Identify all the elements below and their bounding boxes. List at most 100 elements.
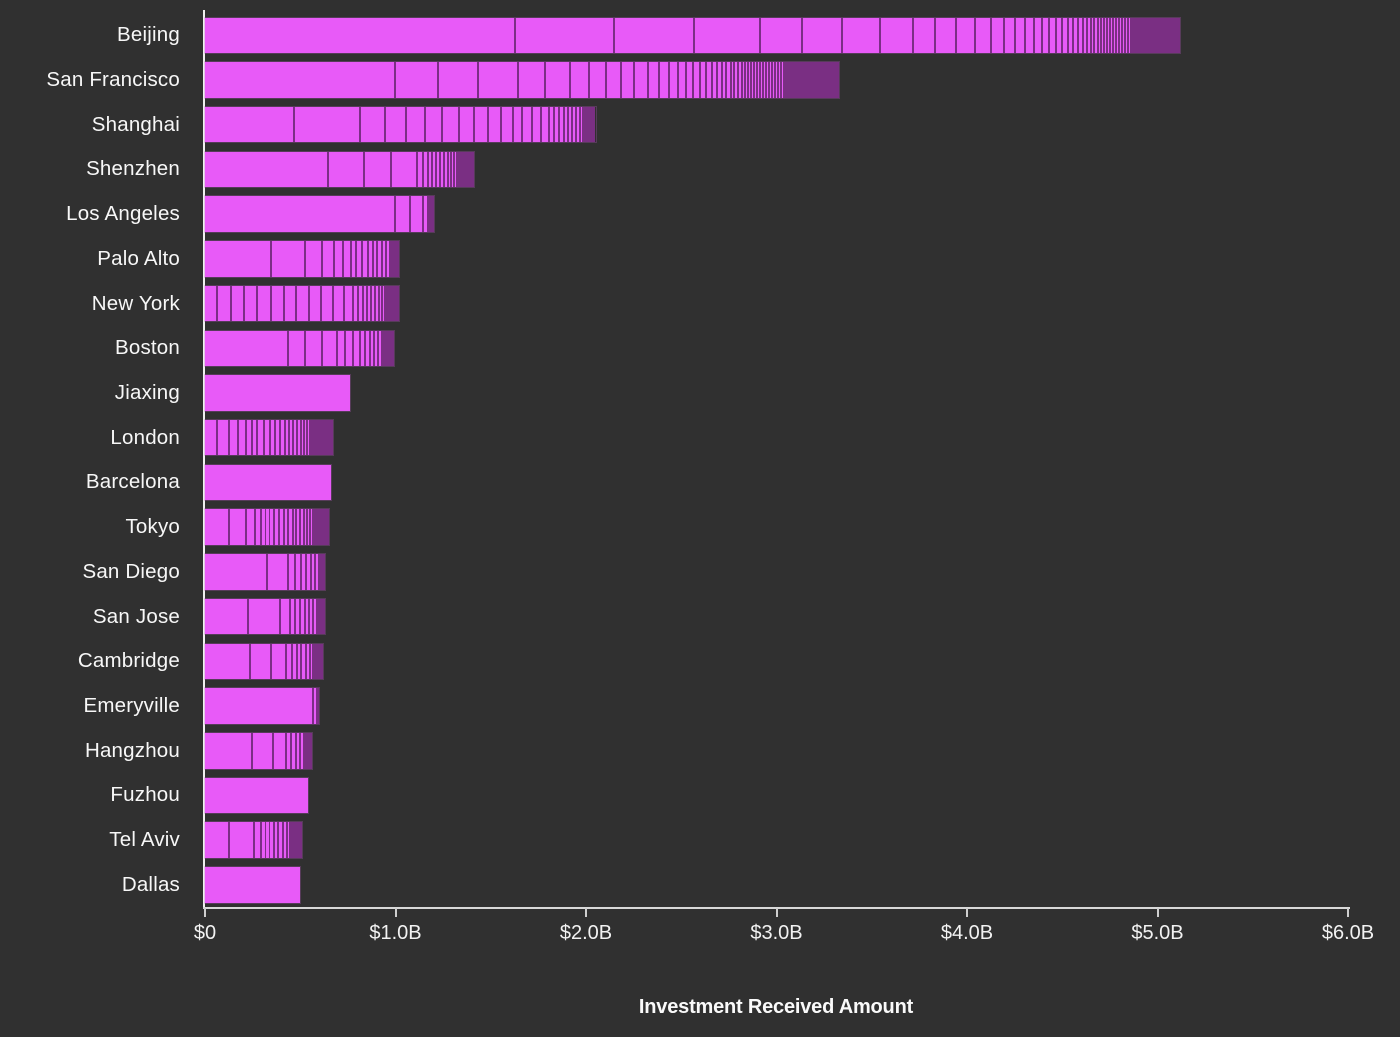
bar-segment[interactable] [205, 598, 249, 635]
bar-jiaxing[interactable] [205, 375, 350, 411]
bar-segment[interactable] [205, 419, 219, 456]
bar-segment[interactable] [991, 17, 1006, 53]
bar-segment[interactable] [635, 62, 649, 98]
bar-segment[interactable] [344, 285, 355, 322]
bar-dense-tail[interactable] [1005, 17, 1181, 53]
bar-segment[interactable] [614, 17, 695, 53]
bar-segment[interactable] [290, 598, 297, 635]
bar-segment[interactable] [410, 196, 425, 232]
bar-dense-tail[interactable] [269, 822, 303, 858]
bar-segment[interactable] [328, 151, 365, 188]
bar-segment[interactable] [239, 419, 247, 456]
bar-segment[interactable] [353, 330, 362, 367]
bar-los-angeles[interactable] [205, 196, 434, 232]
bar-segment[interactable] [344, 241, 352, 277]
bar-segment[interactable] [296, 554, 303, 590]
bar-segment[interactable] [936, 17, 958, 53]
bar-segment[interactable] [338, 330, 346, 367]
bar-segment[interactable] [957, 17, 977, 53]
bar-segment[interactable] [288, 554, 297, 590]
bar-dense-tail[interactable] [258, 419, 333, 456]
bar-segment[interactable] [351, 241, 358, 277]
bar-segment[interactable] [205, 151, 329, 188]
bar-segment[interactable] [532, 106, 543, 143]
bar-segment[interactable] [284, 285, 298, 322]
bar-segment[interactable] [361, 106, 386, 143]
bar-segment[interactable] [205, 196, 396, 232]
bar-segment[interactable] [519, 62, 546, 98]
bar-shanghai[interactable] [205, 106, 596, 143]
bar-segment[interactable] [250, 643, 272, 680]
bar-segment[interactable] [479, 62, 520, 98]
bar-segment[interactable] [515, 17, 615, 53]
bar-san-francisco[interactable] [205, 62, 840, 98]
bar-segment[interactable] [254, 822, 263, 858]
bar-segment[interactable] [271, 285, 285, 322]
bar-segment[interactable] [252, 733, 274, 769]
bar-segment[interactable] [488, 106, 503, 143]
bar-segment[interactable] [309, 285, 323, 322]
bar-dallas[interactable] [205, 867, 301, 903]
bar-segment[interactable] [229, 419, 240, 456]
bar-tel-aviv[interactable] [205, 822, 303, 858]
bar-dense-tail[interactable] [296, 598, 325, 635]
bar-segment[interactable] [334, 241, 345, 277]
bar-segment[interactable] [252, 419, 259, 456]
bar-segment[interactable] [406, 106, 426, 143]
bar-segment[interactable] [205, 375, 350, 411]
bar-dense-tail[interactable] [269, 509, 329, 545]
bar-segment[interactable] [205, 285, 219, 322]
bar-segment[interactable] [363, 241, 369, 277]
bar-dense-tail[interactable] [555, 106, 596, 143]
bar-segment[interactable] [606, 62, 623, 98]
bar-dense-tail[interactable] [317, 688, 320, 724]
bar-segment[interactable] [443, 106, 461, 143]
bar-segment[interactable] [205, 330, 289, 367]
bar-segment[interactable] [323, 330, 339, 367]
bar-segment[interactable] [205, 688, 314, 724]
bar-segment[interactable] [267, 554, 289, 590]
bar-hangzhou[interactable] [205, 733, 312, 769]
bar-boston[interactable] [205, 330, 394, 367]
bar-segment[interactable] [385, 106, 407, 143]
bar-segment[interactable] [694, 17, 762, 53]
bar-dense-tail[interactable] [418, 151, 474, 188]
bar-segment[interactable] [248, 598, 282, 635]
bar-london[interactable] [205, 419, 333, 456]
bar-segment[interactable] [313, 688, 318, 724]
bar-dense-tail[interactable] [302, 554, 325, 590]
bar-segment[interactable] [570, 62, 590, 98]
bar-segment[interactable] [271, 241, 306, 277]
bar-segment[interactable] [262, 822, 266, 858]
bar-segment[interactable] [271, 643, 287, 680]
bar-dense-tail[interactable] [354, 285, 400, 322]
bar-segment[interactable] [395, 196, 411, 232]
bar-segment[interactable] [395, 62, 440, 98]
bar-dense-tail[interactable] [368, 241, 400, 277]
bar-san-jose[interactable] [205, 598, 325, 635]
bar-dense-tail[interactable] [648, 62, 840, 98]
bar-segment[interactable] [803, 17, 844, 53]
bar-segment[interactable] [545, 62, 571, 98]
bar-segment[interactable] [513, 106, 524, 143]
bar-segment[interactable] [976, 17, 992, 53]
bar-segment[interactable] [475, 106, 489, 143]
bar-segment[interactable] [288, 330, 306, 367]
bar-segment[interactable] [256, 509, 263, 545]
bar-segment[interactable] [305, 330, 324, 367]
bar-dense-tail[interactable] [424, 196, 434, 232]
bar-segment[interactable] [205, 62, 396, 98]
bar-cambridge[interactable] [205, 643, 324, 680]
bar-segment[interactable] [205, 509, 230, 545]
bar-emeryville[interactable] [205, 688, 320, 724]
bar-segment[interactable] [345, 330, 354, 367]
bar-segment[interactable] [323, 241, 335, 277]
bar-segment[interactable] [205, 777, 308, 814]
bar-fuzhou[interactable] [205, 777, 308, 814]
bar-segment[interactable] [231, 285, 245, 322]
bar-segment[interactable] [265, 822, 270, 858]
bar-segment[interactable] [205, 241, 272, 277]
bar-segment[interactable] [549, 106, 556, 143]
bar-barcelona[interactable] [205, 464, 331, 501]
bar-segment[interactable] [322, 285, 334, 322]
